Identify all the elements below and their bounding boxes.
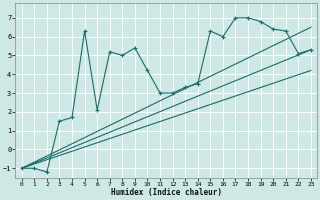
X-axis label: Humidex (Indice chaleur): Humidex (Indice chaleur) bbox=[111, 188, 222, 197]
